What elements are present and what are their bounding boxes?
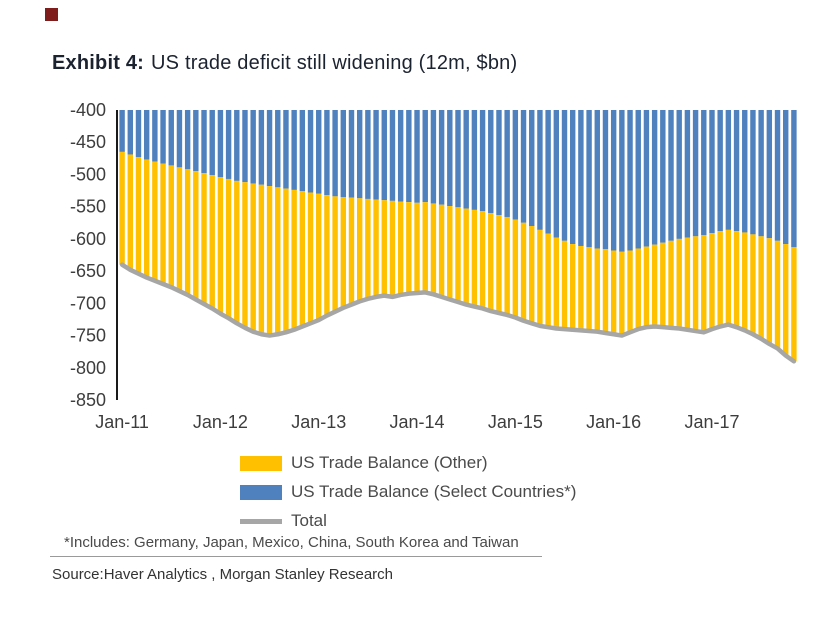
legend-label-other: US Trade Balance (Other) — [291, 453, 488, 472]
svg-text:-750: -750 — [70, 326, 106, 346]
legend-label-select-countries: US Trade Balance (Select Countries*) — [291, 482, 577, 501]
legend-swatch-total — [240, 518, 282, 524]
footnote: *Includes: Germany, Japan, Mexico, China… — [50, 534, 542, 557]
legend-item-other: US Trade Balance (Other) — [240, 452, 576, 474]
chart-canvas: -400 -450 -500 -550 -600 -650 -700 -750 -800 -850… — [70, 100, 797, 432]
legend-item-total: Total — [240, 510, 576, 532]
svg-text:Jan-11: Jan-11 — [95, 412, 149, 432]
svg-text:-800: -800 — [70, 358, 106, 378]
exhibit-title: Exhibit 4: US trade deficit still widenin… — [52, 52, 517, 75]
svg-text:-850: -850 — [70, 390, 106, 410]
svg-text:-500: -500 — [70, 164, 106, 184]
legend-swatch-select-countries — [240, 484, 282, 500]
svg-text:-700: -700 — [70, 293, 106, 313]
corner-mark — [45, 8, 58, 21]
chart-legend: US Trade Balance (Other) US Trade Balanc… — [240, 452, 576, 532]
exhibit-title-text: US trade deficit still widening (12m, $b… — [151, 52, 518, 74]
exhibit-label: Exhibit 4: — [52, 52, 145, 74]
legend-swatch-other — [240, 455, 282, 471]
svg-text:Jan-17: Jan-17 — [684, 412, 739, 432]
svg-text:-550: -550 — [70, 197, 106, 217]
svg-text:-450: -450 — [70, 132, 106, 152]
legend-label-total: Total — [291, 511, 327, 530]
svg-text:Jan-14: Jan-14 — [390, 412, 445, 432]
trade-balance-chart: -400 -450 -500 -550 -600 -650 -700 -750 -800 -850… — [40, 100, 810, 440]
svg-text:-650: -650 — [70, 261, 106, 281]
source-line: Source:Haver Analytics , Morgan Stanley … — [52, 566, 393, 583]
svg-text:Jan-16: Jan-16 — [586, 412, 641, 432]
svg-text:-600: -600 — [70, 229, 106, 249]
svg-text:Jan-15: Jan-15 — [488, 412, 543, 432]
legend-item-select-countries: US Trade Balance (Select Countries*) — [240, 481, 576, 503]
svg-text:Jan-12: Jan-12 — [193, 412, 248, 432]
svg-text:-400: -400 — [70, 100, 106, 120]
svg-text:Jan-13: Jan-13 — [291, 412, 346, 432]
